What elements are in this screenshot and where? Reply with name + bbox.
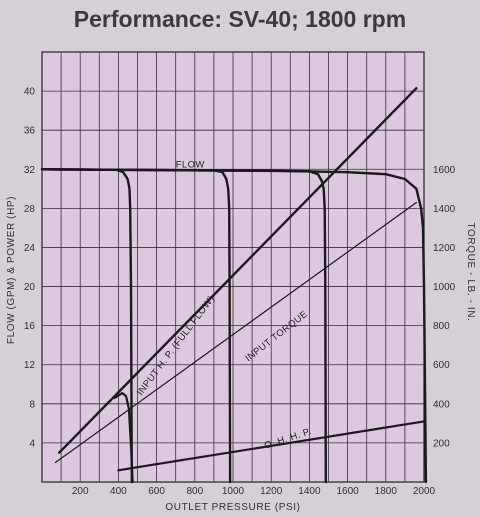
curve-annotation: FLOW — [176, 159, 205, 170]
y-tick-label: 40 — [24, 87, 36, 98]
x-tick-label: 800 — [186, 486, 203, 497]
y-tick-label: 4 — [29, 438, 35, 449]
x-tick-label: 200 — [72, 486, 89, 497]
y-axis-ticks: 4 8 12 16 20 24 28 32 36 40 — [24, 87, 36, 450]
y-tick-label: 8 — [29, 399, 35, 410]
series-line-o-h-h-p-7 — [117, 420, 426, 472]
y2-tick-label: 400 — [433, 399, 450, 410]
y2-tick-label: 800 — [433, 321, 450, 332]
y-tick-label: 36 — [24, 126, 36, 137]
y-axis-title: FLOW (GPM) & POWER (HP) — [6, 196, 17, 344]
y-tick-label: 16 — [24, 321, 36, 332]
x-tick-label: 1400 — [298, 486, 321, 497]
x-tick-label: 1200 — [260, 486, 283, 497]
x-tick-label: 400 — [110, 486, 127, 497]
x-tick-label: 1600 — [336, 486, 359, 497]
y-tick-label: 28 — [24, 204, 36, 215]
y2-axis-title: TORQUE - LB. - IN. — [465, 223, 476, 322]
y2-tick-label: 200 — [433, 438, 450, 449]
x-tick-label: 1800 — [375, 486, 398, 497]
series-line-input-h-p-full-flow-4 — [58, 86, 418, 454]
series-line-input-torque-6 — [54, 201, 417, 464]
y2-tick-label: 1200 — [433, 243, 456, 254]
x-tick-label: 1000 — [222, 486, 245, 497]
y2-tick-label: 1000 — [433, 282, 456, 293]
x-tick-label: 2000 — [413, 486, 436, 497]
series-curves — [40, 86, 428, 484]
y2-tick-label: 1400 — [433, 204, 456, 215]
series-line-input-h-p-5 — [113, 392, 134, 484]
y-tick-label: 32 — [24, 165, 36, 176]
y2-tick-label: 1600 — [433, 165, 456, 176]
y-tick-label: 24 — [24, 243, 36, 254]
grid — [42, 52, 424, 482]
y-tick-label: 20 — [24, 282, 36, 293]
x-axis-title: OUTLET PRESSURE (PSI) — [165, 502, 300, 513]
y2-axis-ticks: 200 400 600 800 1000 1200 1400 1600 — [433, 165, 456, 450]
x-axis-ticks: 200 400 600 800 1000 1200 1400 1600 1800 2000 — [72, 486, 436, 497]
chart-title: Performance: SV-40; 1800 rpm — [73, 6, 407, 32]
y2-tick-label: 600 — [433, 360, 450, 371]
x-tick-label: 600 — [148, 486, 165, 497]
y-tick-label: 12 — [24, 360, 36, 371]
